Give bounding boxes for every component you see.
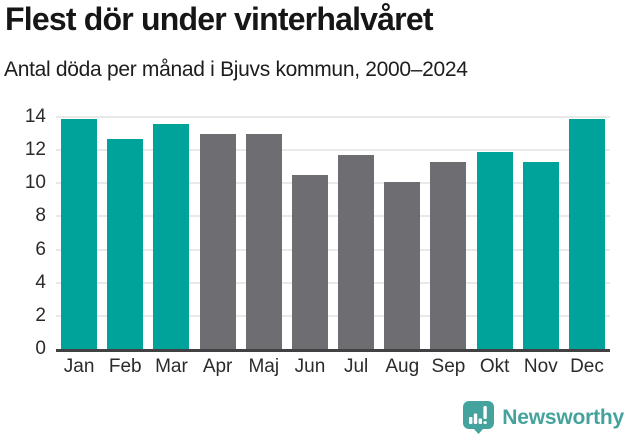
bar-nov: [522, 161, 559, 349]
y-tick-label-12: 12: [24, 139, 46, 161]
bar-slot-maj: [241, 117, 287, 349]
bar-feb: [107, 138, 144, 349]
x-tick-label-apr: Apr: [202, 356, 233, 377]
x-tick-label-maj: Maj: [248, 356, 280, 377]
bar-okt: [476, 151, 513, 349]
gridline-4: [56, 281, 610, 284]
bar-jul: [338, 155, 375, 349]
bar-slot-sep: [425, 117, 471, 349]
x-tick-label-jul: Jul: [343, 356, 369, 377]
bar-jan: [61, 118, 98, 349]
y-tick-label-4: 4: [35, 271, 46, 293]
x-tick-label-aug: Aug: [385, 356, 420, 377]
x-tick-label-dec: Dec: [570, 356, 604, 377]
bar-slot-jan: [56, 117, 102, 349]
x-tick-label-feb: Feb: [108, 356, 142, 377]
gridline-14: [56, 116, 610, 118]
bar-slot-dec: [564, 117, 610, 349]
x-tick-label-jan: Jan: [63, 356, 95, 377]
y-tick-label-6: 6: [35, 238, 46, 260]
bar-slot-mar: [148, 117, 194, 349]
x-tick-label-nov: Nov: [523, 356, 558, 377]
bar-slot-apr: [195, 117, 241, 349]
brand-footer: Newsworthy: [463, 401, 624, 435]
chart-title: Flest dör under vinterhalvåret: [5, 1, 433, 37]
bar-aug: [384, 181, 421, 349]
gridline-12: [56, 149, 610, 152]
chart-subtitle: Antal döda per månad i Bjuvs kommun, 200…: [4, 58, 468, 81]
newsworthy-logo-icon: [463, 401, 495, 434]
y-tick-label-10: 10: [24, 172, 46, 194]
x-tick-label-jun: Jun: [294, 356, 326, 377]
bar-slot-nov: [518, 117, 564, 349]
bar-sep: [430, 161, 467, 349]
bar-slot-aug: [379, 117, 425, 349]
bar-slot-feb: [102, 117, 148, 349]
bar-slot-jul: [333, 117, 379, 349]
x-tick-label-okt: Okt: [479, 356, 510, 377]
bar-slot-jun: [287, 117, 333, 349]
bar-apr: [199, 133, 236, 349]
plot-area: [56, 116, 610, 352]
bar-dec: [568, 118, 605, 349]
y-axis: 0 2 4 6 8 10 12 14: [0, 106, 46, 359]
y-tick-label-8: 8: [35, 205, 46, 227]
bar-mar: [153, 123, 190, 349]
y-tick-label-0: 0: [35, 338, 46, 359]
x-axis: Jan Feb Mar Apr Maj Jun Jul Aug Sep Okt Nov Dec: [56, 356, 610, 378]
bar-maj: [245, 133, 282, 349]
bar-slot-okt: [472, 117, 518, 349]
gridline-2: [56, 314, 610, 317]
bar-jun: [291, 175, 328, 349]
gridline-8: [56, 215, 610, 218]
bars: [56, 117, 610, 349]
gridline-6: [56, 248, 610, 251]
x-tick-label-sep: Sep: [431, 356, 466, 377]
brand-name: Newsworthy: [502, 406, 624, 429]
gridline-10: [56, 182, 610, 185]
x-tick-label-mar: Mar: [155, 356, 188, 377]
y-tick-label-14: 14: [24, 106, 46, 127]
y-tick-label-2: 2: [35, 304, 46, 326]
